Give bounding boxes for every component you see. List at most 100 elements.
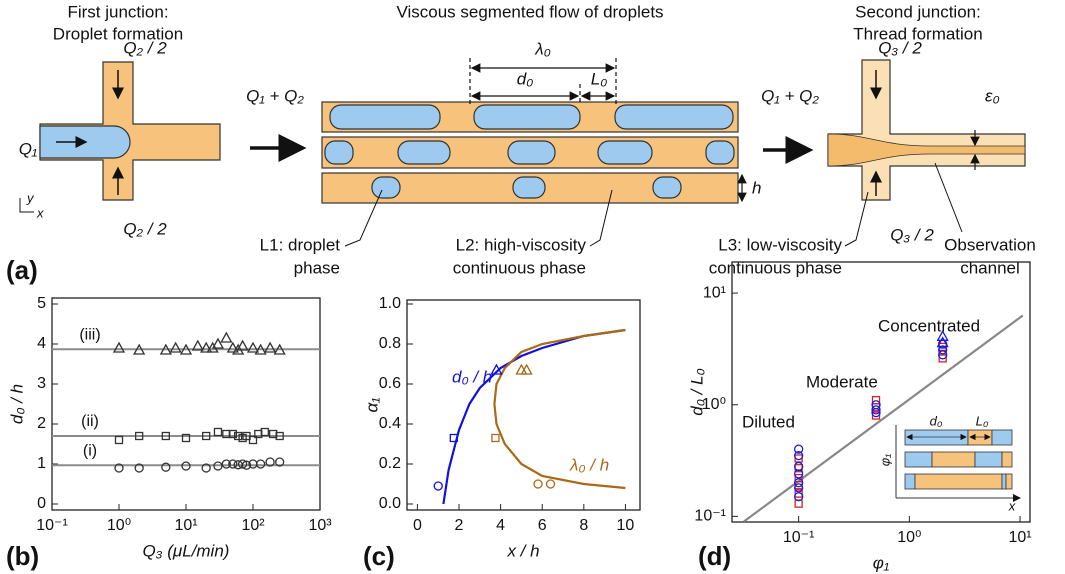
title: Droplet formation xyxy=(53,24,183,43)
droplet xyxy=(507,140,556,165)
label: channel xyxy=(960,258,1020,277)
marker xyxy=(793,444,804,454)
y-axis-label: α₁ xyxy=(362,397,381,412)
leader xyxy=(934,162,963,233)
marker xyxy=(871,405,881,415)
marker xyxy=(181,461,191,471)
axis-icon xyxy=(19,198,34,213)
x-tick-label: 10² xyxy=(241,517,265,534)
y-tick-label: 0.0 xyxy=(379,495,401,512)
title: Thread formation xyxy=(853,24,982,43)
cross-channel xyxy=(39,61,221,201)
marker xyxy=(114,463,124,473)
strip xyxy=(1005,473,1013,490)
label: L₀ xyxy=(591,69,608,88)
strip xyxy=(974,451,1003,468)
label: L2: high-viscosity xyxy=(456,235,587,254)
plot-frame xyxy=(406,299,641,511)
marker xyxy=(202,431,211,441)
x-tick-label: 6 xyxy=(538,517,547,534)
marker xyxy=(545,479,556,489)
y-tick-label: 4 xyxy=(37,335,46,352)
marker xyxy=(938,350,948,360)
x-tick-label: 2 xyxy=(455,517,464,534)
label: λ₀ xyxy=(534,39,551,58)
strip xyxy=(904,473,916,490)
marker xyxy=(201,463,211,473)
marker xyxy=(228,459,238,469)
dimensions xyxy=(469,58,747,203)
label: h xyxy=(752,178,761,197)
marker xyxy=(159,343,172,355)
label: d₀ xyxy=(517,69,534,88)
marker xyxy=(793,461,804,472)
droplet xyxy=(652,176,682,199)
inset-label: x xyxy=(1008,498,1016,513)
marker xyxy=(213,427,223,437)
label: y xyxy=(26,190,35,205)
marker xyxy=(260,427,269,437)
marker xyxy=(273,343,286,355)
marker xyxy=(254,343,267,355)
marker xyxy=(220,331,233,343)
y-tick-label: 10⁻¹ xyxy=(694,508,726,525)
y-axis-label: d₀ / L₀ xyxy=(687,368,706,415)
marker xyxy=(793,483,804,493)
marker xyxy=(233,431,243,441)
y-tick-label: 0.2 xyxy=(379,455,401,472)
y-tick-label: 2 xyxy=(37,415,46,432)
marker xyxy=(793,478,804,488)
marker xyxy=(169,341,182,353)
inset xyxy=(895,425,1021,502)
x-tick-label: 0 xyxy=(413,517,422,534)
x-tick-label: 10¹ xyxy=(174,517,197,534)
y-tick-label: 3 xyxy=(37,375,46,392)
series-label: (i) xyxy=(83,442,97,459)
droplet xyxy=(512,176,546,199)
marker xyxy=(191,339,204,351)
label: Q₃ / 2 xyxy=(890,225,934,244)
leaders xyxy=(344,162,963,247)
marker xyxy=(871,400,881,410)
inset-label: d₀ xyxy=(930,413,943,428)
droplet xyxy=(705,140,735,165)
y-tick-label: 0.8 xyxy=(379,335,401,352)
panel-label: (c) xyxy=(363,541,395,571)
label: Q₁ + Q₂ xyxy=(246,86,304,105)
label: continuous phase xyxy=(709,258,842,277)
annotation: Diluted xyxy=(742,412,795,431)
series-label: d₀ / h xyxy=(452,367,492,386)
panel-label: (d) xyxy=(698,541,731,571)
leader xyxy=(344,189,383,247)
marker xyxy=(246,341,260,353)
marker xyxy=(236,339,249,351)
x-tick-label: 10³ xyxy=(308,517,332,534)
label: Q₁ xyxy=(19,139,38,158)
annotation: Concentrated xyxy=(878,316,980,335)
strip xyxy=(1001,451,1013,468)
series-label: (iii) xyxy=(79,326,100,343)
y-tick-label: 1 xyxy=(37,455,46,472)
marker xyxy=(265,457,275,467)
marker xyxy=(161,431,170,441)
label: x xyxy=(36,205,44,220)
droplets xyxy=(324,104,735,199)
y-tick-label: 10⁰ xyxy=(702,396,726,413)
y-axis-label: d₀ / h xyxy=(7,384,26,424)
marker xyxy=(938,345,948,355)
marker xyxy=(793,450,804,461)
label: L3: low-viscosity xyxy=(718,235,842,254)
droplet xyxy=(371,176,401,199)
cross-channel xyxy=(827,59,1026,201)
strip xyxy=(914,473,1003,490)
label: phase xyxy=(294,258,340,277)
marker xyxy=(161,462,171,472)
droplet xyxy=(473,104,581,130)
x-tick-label: 10⁻¹ xyxy=(36,517,68,534)
x-tick-label: 8 xyxy=(579,517,588,534)
strip xyxy=(967,429,993,446)
marker xyxy=(533,479,543,489)
panel-label: (a) xyxy=(6,255,38,285)
